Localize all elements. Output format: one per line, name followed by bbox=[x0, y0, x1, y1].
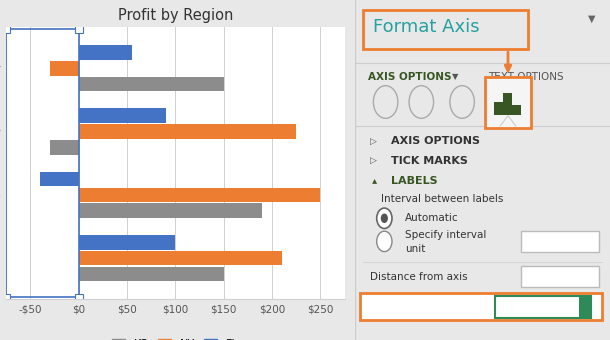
Text: Low: Low bbox=[517, 302, 537, 312]
Title: Profit by Region: Profit by Region bbox=[118, 8, 233, 23]
Text: ◂: ◂ bbox=[370, 178, 380, 183]
Text: TEXT OPTIONS: TEXT OPTIONS bbox=[487, 71, 563, 82]
Circle shape bbox=[377, 208, 392, 228]
Bar bbox=[79, 108, 166, 123]
FancyBboxPatch shape bbox=[75, 293, 82, 301]
Bar bbox=[79, 188, 320, 202]
Text: AXIS OPTIONS: AXIS OPTIONS bbox=[391, 136, 479, 146]
Bar bbox=[79, 267, 224, 281]
Polygon shape bbox=[500, 116, 515, 125]
Bar bbox=[40, 172, 79, 186]
FancyBboxPatch shape bbox=[75, 25, 82, 33]
Text: AXIS OPTIONS: AXIS OPTIONS bbox=[368, 71, 451, 82]
FancyBboxPatch shape bbox=[521, 266, 598, 287]
Text: Label Position: Label Position bbox=[373, 301, 445, 311]
FancyBboxPatch shape bbox=[495, 296, 591, 318]
FancyBboxPatch shape bbox=[495, 102, 503, 115]
FancyBboxPatch shape bbox=[2, 293, 10, 301]
Circle shape bbox=[377, 231, 392, 252]
FancyBboxPatch shape bbox=[2, 25, 10, 33]
Bar bbox=[79, 235, 176, 250]
Text: unit: unit bbox=[405, 244, 425, 254]
Text: Automatic: Automatic bbox=[405, 213, 458, 223]
Text: ▼: ▼ bbox=[583, 304, 588, 310]
Text: 100: 100 bbox=[549, 272, 569, 282]
Text: ▷: ▷ bbox=[370, 156, 377, 165]
Bar bbox=[79, 203, 262, 218]
FancyBboxPatch shape bbox=[360, 293, 602, 320]
FancyBboxPatch shape bbox=[485, 76, 531, 128]
Bar bbox=[49, 61, 79, 75]
Text: 1: 1 bbox=[556, 237, 562, 247]
FancyBboxPatch shape bbox=[512, 105, 521, 115]
FancyBboxPatch shape bbox=[521, 231, 598, 252]
Text: Specify interval: Specify interval bbox=[405, 230, 486, 240]
Text: LABELS: LABELS bbox=[391, 176, 437, 186]
Circle shape bbox=[381, 214, 388, 223]
Bar bbox=[49, 140, 79, 155]
Bar bbox=[79, 77, 224, 91]
Text: ▼: ▼ bbox=[589, 14, 596, 24]
Text: Interval between labels: Interval between labels bbox=[381, 194, 503, 204]
FancyBboxPatch shape bbox=[503, 93, 512, 115]
Text: Format Axis: Format Axis bbox=[373, 18, 479, 36]
Legend: KS, NY, FL: KS, NY, FL bbox=[107, 335, 243, 340]
Bar bbox=[79, 45, 132, 60]
Bar bbox=[79, 124, 296, 139]
Text: Distance from axis: Distance from axis bbox=[370, 272, 468, 282]
Bar bbox=[79, 251, 282, 265]
Text: ▼: ▼ bbox=[452, 72, 458, 81]
FancyBboxPatch shape bbox=[580, 296, 591, 318]
Text: TICK MARKS: TICK MARKS bbox=[391, 156, 468, 166]
Text: ▷: ▷ bbox=[370, 137, 377, 146]
